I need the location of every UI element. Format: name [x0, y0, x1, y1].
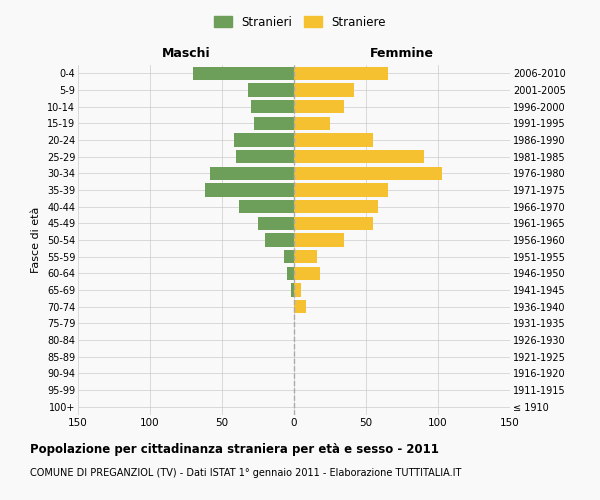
Bar	[236, 150, 294, 164]
Bar	[248, 84, 294, 96]
Bar	[294, 116, 330, 130]
Bar	[294, 284, 301, 296]
Bar	[294, 84, 355, 96]
Bar	[294, 150, 424, 164]
Text: Femmine: Femmine	[370, 47, 434, 60]
Bar	[294, 100, 344, 114]
Bar	[294, 200, 377, 213]
Bar	[294, 216, 373, 230]
Bar	[294, 134, 373, 146]
Bar	[294, 266, 320, 280]
Bar	[284, 250, 294, 264]
Legend: Stranieri, Straniere: Stranieri, Straniere	[209, 11, 391, 34]
Bar	[211, 166, 294, 180]
Bar	[294, 166, 442, 180]
Bar	[265, 234, 294, 246]
Bar	[233, 134, 294, 146]
Y-axis label: Fasce di età: Fasce di età	[31, 207, 41, 273]
Bar	[251, 100, 294, 114]
Bar	[291, 284, 294, 296]
Text: COMUNE DI PREGANZIOL (TV) - Dati ISTAT 1° gennaio 2011 - Elaborazione TUTTITALIA: COMUNE DI PREGANZIOL (TV) - Dati ISTAT 1…	[30, 468, 461, 477]
Bar	[294, 66, 388, 80]
Bar	[294, 250, 317, 264]
Text: Maschi: Maschi	[161, 47, 211, 60]
Bar	[294, 184, 388, 196]
Bar	[287, 266, 294, 280]
Bar	[193, 66, 294, 80]
Text: Popolazione per cittadinanza straniera per età e sesso - 2011: Popolazione per cittadinanza straniera p…	[30, 442, 439, 456]
Bar	[205, 184, 294, 196]
Bar	[258, 216, 294, 230]
Bar	[294, 300, 305, 314]
Bar	[254, 116, 294, 130]
Bar	[239, 200, 294, 213]
Bar	[294, 234, 344, 246]
